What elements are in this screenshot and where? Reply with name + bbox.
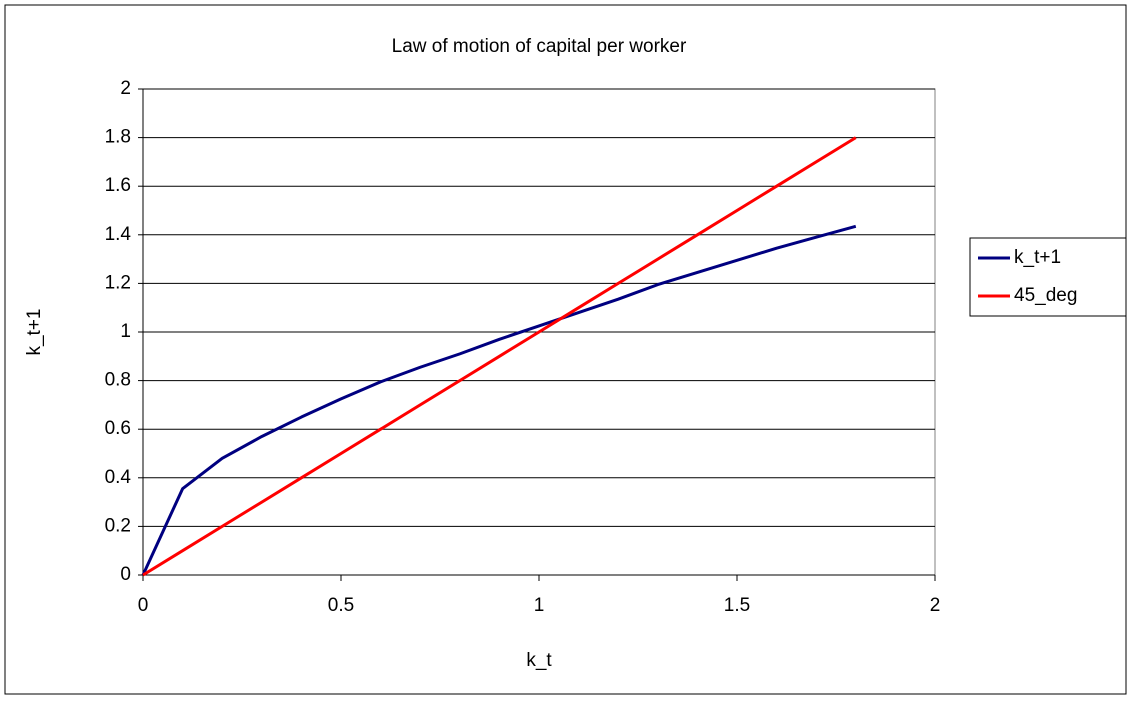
x-tick-label: 1	[534, 595, 545, 616]
x-tick-label: 0	[138, 595, 149, 616]
legend-box	[969, 237, 1127, 317]
x-tick-label: 1.5	[724, 595, 750, 616]
y-tick-label: 1.4	[105, 224, 132, 245]
x-tick-label: 2	[930, 595, 941, 616]
y-axis-label: k_t+1	[24, 308, 45, 355]
data-line	[142, 136, 857, 577]
data-line	[141, 224, 857, 576]
chart-title: Law of motion of capital per worker	[392, 36, 687, 57]
y-tick-label: 0.8	[105, 370, 131, 391]
y-tick-label: 2	[120, 78, 131, 99]
y-tick-label: 0.4	[105, 467, 132, 488]
legend-label: k_t+1	[1014, 247, 1061, 268]
x-tick-label: 0.5	[328, 595, 354, 616]
y-tick-label: 1.6	[105, 175, 131, 196]
y-tick-label: 0.2	[105, 515, 131, 536]
y-tick-label: 0.6	[105, 418, 131, 439]
y-tick-label: 1	[120, 321, 131, 342]
legend-label: 45_deg	[1014, 285, 1077, 306]
y-tick-label: 1.2	[105, 272, 131, 293]
y-tick-label: 0	[120, 564, 131, 585]
y-tick-label: 1.8	[105, 127, 131, 148]
x-axis-label: k_t	[526, 650, 552, 671]
